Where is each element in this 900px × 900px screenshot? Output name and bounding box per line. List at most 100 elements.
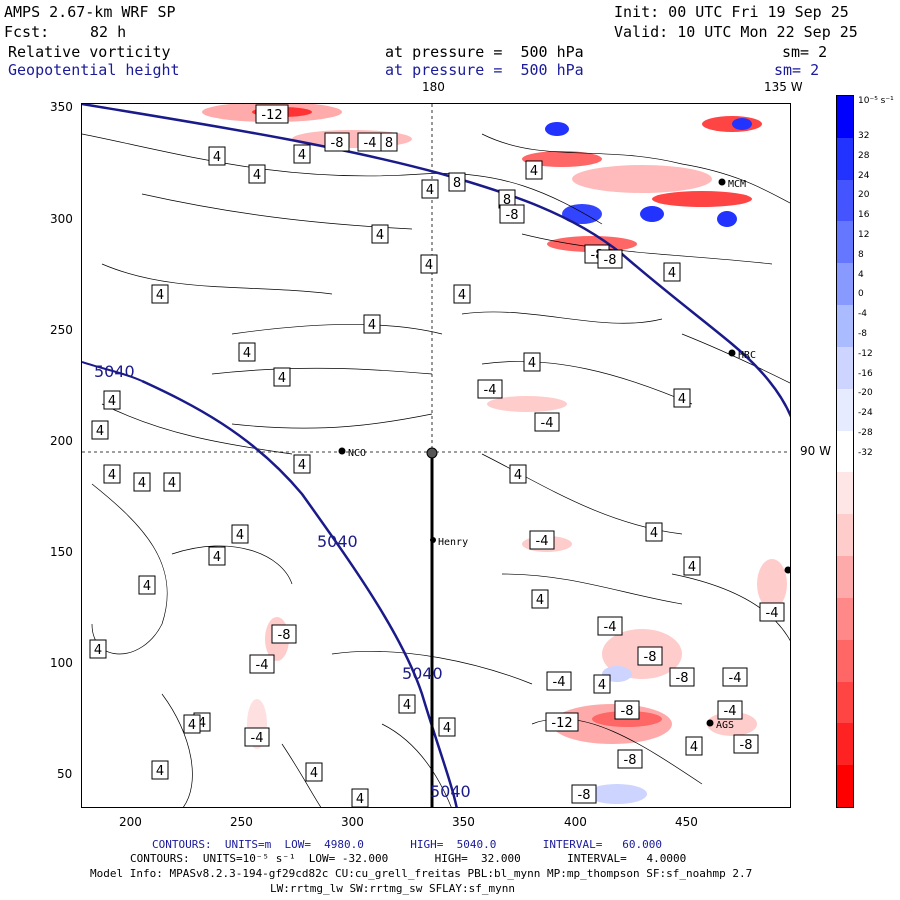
contour-label-box <box>351 788 369 807</box>
field-2-name: Geopotential height <box>8 61 180 79</box>
contour-label-text: 4 <box>458 288 466 303</box>
contour-label-text: -12 <box>551 716 572 731</box>
model-info: Model Info: MPASv8.2.3-194-gf29cd82c CU:… <box>90 867 753 880</box>
contour-label-text: 4 <box>425 258 433 273</box>
contour-label-box <box>546 671 572 691</box>
contour-label-text: 4 <box>356 792 364 807</box>
model-title: AMPS 2.67-km WRF SP <box>4 3 176 21</box>
height-label-3: 5040 <box>402 664 443 683</box>
vorticity-shading <box>202 104 787 804</box>
contour-label-text: 4 <box>403 698 411 713</box>
field-1-smoothing: sm= 2 <box>782 43 828 61</box>
contour-label-text: 4 <box>528 356 536 371</box>
contour-label-text: 8 <box>385 136 393 151</box>
contour-label-text: 4 <box>96 424 104 439</box>
station-marker-nco <box>338 447 346 455</box>
contour-label-text: 4 <box>188 718 196 733</box>
contour-label-text: 4 <box>650 526 658 541</box>
colorbar-segment <box>837 137 853 181</box>
contour-label-box <box>371 224 389 244</box>
x-tick-400: 400 <box>564 815 587 829</box>
height-contour-info: CONTOURS: UNITS=m LOW= 4980.0 HIGH= 5040… <box>152 838 662 851</box>
contour-label-text: -8 <box>740 738 753 753</box>
contour-label-text: -4 <box>364 136 377 151</box>
x-tick-250: 250 <box>230 815 253 829</box>
colorbar-segment <box>837 639 853 683</box>
lon-label-90w: 90 W <box>800 444 831 458</box>
colorbar-label: 4 <box>858 269 864 280</box>
contour-label-text: -4 <box>251 731 264 746</box>
contour-label-box <box>91 420 109 440</box>
contour-label-box <box>324 132 350 152</box>
colorbar-label: -4 <box>858 309 867 320</box>
colorbar-label: -24 <box>858 408 873 419</box>
contour-label-text: 4 <box>168 476 176 491</box>
contour-label-text: 4 <box>443 721 451 736</box>
edge-marker <box>784 566 790 574</box>
contour-label-box <box>244 727 270 747</box>
contour-label-box <box>571 784 597 804</box>
colorbar-label: -20 <box>858 388 873 399</box>
contour-label-text: -4 <box>729 671 742 686</box>
contour-label-box <box>133 472 151 492</box>
contour-label-box <box>138 575 156 595</box>
contour-label-box <box>759 602 785 622</box>
contour-label-text: 4 <box>298 458 306 473</box>
contour-label-box <box>545 712 579 732</box>
height-label-1: 5040 <box>94 362 135 381</box>
contour-label-box <box>525 160 543 180</box>
station-marker-henry <box>430 537 436 543</box>
vorticity-contour-info: CONTOURS: UNITS=10⁻⁵ s⁻¹ LOW= -32.000 HI… <box>130 852 687 865</box>
field-1-level: at pressure = 500 hPa <box>385 43 584 61</box>
contour-label-box <box>305 762 323 782</box>
field-2-smoothing: sm= 2 <box>774 61 820 79</box>
contour-label-text: -4 <box>766 606 779 621</box>
colorbar-segment <box>837 681 853 724</box>
colorbar-label: 32 <box>858 131 870 141</box>
contour-label-text: 4 <box>213 550 221 565</box>
map-canvas: 5040 5040 5040 5040 NCO Henry HRC AGS MC… <box>82 104 790 807</box>
contour-label-text: 4 <box>310 766 318 781</box>
colorbar-segment <box>837 765 853 808</box>
contour-label-text: 4 <box>108 468 116 483</box>
contour-label-box <box>151 284 169 304</box>
contour-label-box <box>477 379 503 399</box>
contour-label-text: 4 <box>198 716 206 731</box>
contour-label-text: 4 <box>278 371 286 386</box>
contour-label-box <box>421 179 439 199</box>
model-info-2: LW:rrtmg_lw SW:rrtmg_sw SFLAY:sf_mynn <box>270 882 516 895</box>
contour-label-box <box>453 284 471 304</box>
contour-label-box <box>717 700 743 720</box>
x-tick-200: 200 <box>119 815 142 829</box>
contour-label-box <box>499 204 525 224</box>
contour-label-text: -8 <box>278 628 291 643</box>
colorbar-label: 20 <box>858 190 870 201</box>
contour-label-box <box>669 667 695 687</box>
contour-label-text: 4 <box>368 318 376 333</box>
contour-label-text: -4 <box>553 675 566 690</box>
contour-label-box <box>249 654 275 674</box>
contour-label-box <box>531 589 549 609</box>
x-tick-300: 300 <box>341 815 364 829</box>
station-marker-ags <box>706 719 714 727</box>
colorbar-label: -28 <box>858 428 873 438</box>
contour-label-box <box>163 472 181 492</box>
contour-label-text: -8 <box>624 753 637 768</box>
height-label-4: 5040 <box>430 782 471 801</box>
contour-label-text: -8 <box>604 253 617 268</box>
contour-label-text: 4 <box>138 476 146 491</box>
contour-label-box <box>89 639 107 659</box>
colorbar-label: 0 <box>858 289 864 300</box>
contour-label-text: 8 <box>453 176 461 191</box>
contour-label-text: -8 <box>578 788 591 803</box>
contour-label-box <box>238 342 256 362</box>
contour-label-box <box>438 717 456 737</box>
contour-label-text: 4 <box>143 579 151 594</box>
colorbar-segment <box>837 346 853 390</box>
y-tick-200: 200 <box>50 434 73 448</box>
y-tick-350: 350 <box>50 100 73 114</box>
colorbar-label: 28 <box>858 150 870 161</box>
contour-label-box <box>398 694 416 714</box>
colorbar-segment <box>837 388 853 432</box>
station-marker-mcm <box>718 178 726 186</box>
